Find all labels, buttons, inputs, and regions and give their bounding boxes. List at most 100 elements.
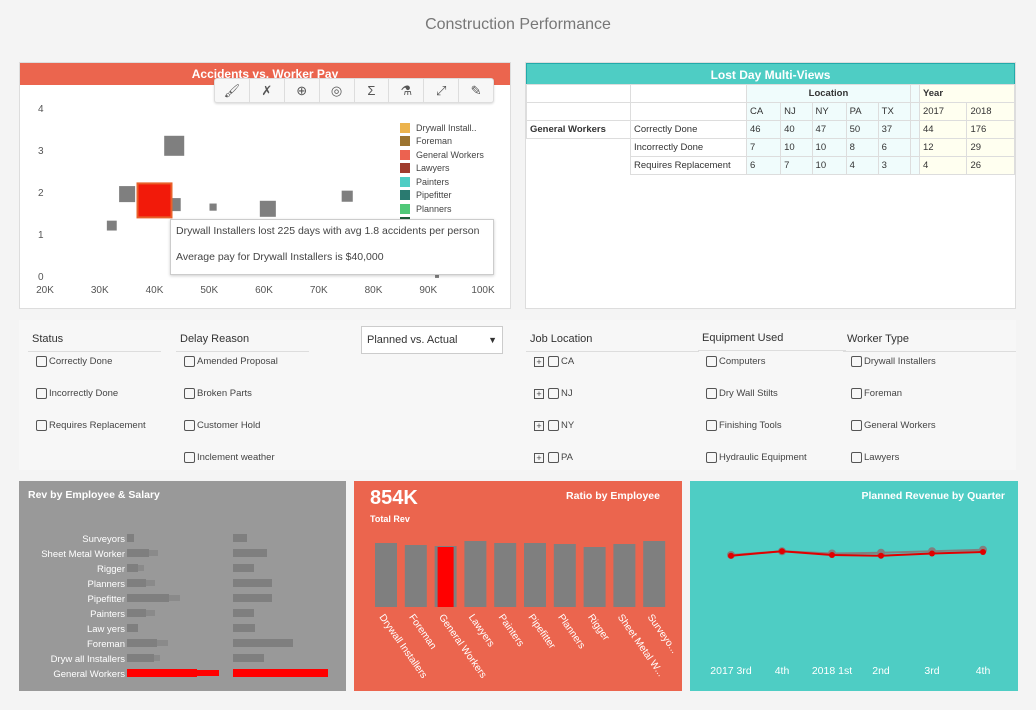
checkbox-icon[interactable] [36,388,47,399]
ratio-bar[interactable] [404,545,427,607]
scatter-point[interactable] [119,186,136,203]
delay-checkbox[interactable]: Customer Hold [184,420,260,431]
delay-checkbox[interactable]: Amended Proposal [184,356,278,367]
clear-brush-icon[interactable]: ✗ [250,79,285,102]
planned-point[interactable] [980,549,986,555]
checkbox-icon[interactable] [851,452,862,463]
checkbox-icon[interactable] [548,420,559,431]
expand-icon[interactable]: + [534,388,544,399]
status-checkbox[interactable]: Incorrectly Done [36,388,118,399]
scatter-point[interactable] [164,135,185,156]
checkbox-icon[interactable] [36,420,47,431]
ratio-bar[interactable] [583,547,606,607]
checkbox-icon[interactable] [184,420,195,431]
salary-bar[interactable] [233,609,254,617]
zoom-in-icon[interactable]: ⊕ [285,79,320,102]
scatter-point[interactable] [106,220,117,231]
salary-bar[interactable] [233,669,328,677]
expand-icon[interactable]: + [534,420,544,431]
delay-checkbox[interactable]: Broken Parts [184,388,252,399]
brush-icon[interactable]: 🖌 [215,79,250,102]
checkbox-icon[interactable] [184,356,195,367]
checkbox-icon[interactable] [548,356,559,367]
worker-checkbox[interactable]: General Workers [851,420,936,431]
legend-item[interactable]: Lawyers [400,162,484,176]
checkbox-icon[interactable] [184,388,195,399]
rev-bar[interactable] [127,549,149,557]
salary-bar[interactable] [233,549,267,557]
worker-checkbox[interactable]: Foreman [851,388,902,399]
scatter-point[interactable] [136,182,173,219]
ratio-bar[interactable] [524,543,546,607]
checkbox-icon[interactable] [706,420,717,431]
checkbox-icon[interactable] [851,356,862,367]
location-checkbox[interactable]: + NY [534,420,574,431]
rev-bar[interactable] [127,669,197,677]
checkbox-icon[interactable] [548,388,559,399]
planned-point[interactable] [728,552,734,559]
expand-icon[interactable]: + [534,452,544,463]
checkbox-icon[interactable] [36,356,47,367]
salary-bar[interactable] [233,579,272,587]
checkbox-icon[interactable] [706,356,717,367]
salary-bar[interactable] [233,594,272,602]
hide-icon[interactable]: ◎ [320,79,355,102]
ratio-bar[interactable] [613,544,636,607]
checkbox-icon[interactable] [851,420,862,431]
worker-checkbox[interactable]: Drywall Installers [851,356,936,367]
planned-point[interactable] [878,552,884,559]
rev-bar[interactable] [127,639,157,647]
equipment-checkbox[interactable]: Finishing Tools [706,420,782,431]
checkbox-icon[interactable] [184,452,195,463]
expand-icon[interactable]: ⤢ [424,79,460,102]
salary-bar[interactable] [233,624,255,632]
ratio-bar[interactable] [494,543,517,607]
worker-checkbox[interactable]: Lawyers [851,452,899,463]
rev-bar[interactable] [127,594,169,602]
planned-point[interactable] [779,548,785,555]
delay-checkbox[interactable]: Inclement weather [184,452,275,463]
summary-icon[interactable]: Σ [355,79,390,102]
salary-bar[interactable] [233,564,254,572]
planned-point[interactable] [929,550,935,557]
legend-item[interactable]: Foreman [400,135,484,149]
ratio-bar[interactable] [643,541,666,607]
location-checkbox[interactable]: + PA [534,452,573,463]
ratio-bar[interactable] [464,541,487,607]
edit-icon[interactable]: ✎ [470,83,482,98]
planned-line[interactable] [730,550,984,557]
flask-icon[interactable]: ⚗ [389,79,425,102]
view-select[interactable]: Planned vs. Actual ▼ [361,326,503,354]
scatter-point[interactable] [435,274,439,278]
legend-item[interactable]: Painters [400,175,484,189]
location-checkbox[interactable]: + CA [534,356,574,367]
expand-icon[interactable]: + [534,356,544,367]
rev-bar[interactable] [127,609,146,617]
salary-bar[interactable] [233,654,264,662]
location-checkbox[interactable]: + NJ [534,388,573,399]
rev-bar[interactable] [127,534,134,542]
ratio-bar[interactable] [553,544,576,607]
checkbox-icon[interactable] [548,452,559,463]
equipment-checkbox[interactable]: Hydraulic Equipment [706,452,807,463]
scatter-point[interactable] [341,190,353,202]
scatter-point[interactable] [259,200,276,217]
ratio-bar[interactable] [437,547,454,607]
legend-item[interactable]: Drywall Install.. [400,121,484,135]
salary-bar[interactable] [233,534,247,542]
rev-bar[interactable] [127,624,138,632]
status-checkbox[interactable]: Requires Replacement [36,420,146,431]
equipment-checkbox[interactable]: Dry Wall Stilts [706,388,778,399]
rev-bar[interactable] [127,564,138,572]
checkbox-icon[interactable] [851,388,862,399]
scatter-point[interactable] [209,203,217,211]
legend-item[interactable]: Pipefitter [400,189,484,203]
salary-bar[interactable] [233,639,293,647]
ratio-bar[interactable] [375,543,397,607]
planned-point[interactable] [829,552,835,558]
equipment-checkbox[interactable]: Computers [706,356,765,367]
legend-item[interactable]: Planners [400,202,484,216]
legend-item[interactable]: General Workers [400,148,484,162]
checkbox-icon[interactable] [706,388,717,399]
rev-bar[interactable] [127,579,146,587]
